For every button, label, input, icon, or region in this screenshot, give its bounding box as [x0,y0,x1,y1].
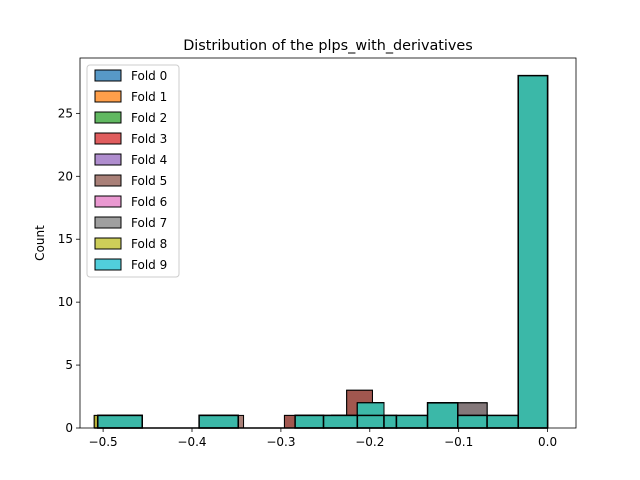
bar-overlay-4 [356,414,385,429]
legend-swatch [94,237,122,250]
legend-label: Fold 3 [131,132,167,146]
y-axis-label: Count [33,225,47,261]
bar-overlay-9 [486,414,519,429]
y-tick-label: 0 [65,421,73,435]
y-tick-label: 20 [58,169,73,183]
bar-overlay-8 [457,414,488,429]
y-tick-label: 5 [65,358,73,372]
legend: Fold 0 Fold 1 Fold 2 Fold 3 Fold 4 Fold 5 Fold… [86,64,180,278]
legend-swatch [94,111,122,124]
x-tick-label: −0.3 [266,435,295,449]
x-axis: −0.5 −0.4 −0.3 −0.2 −0.1 0.0 [89,428,557,449]
legend-swatch [94,153,122,166]
x-tick-label: −0.1 [444,435,473,449]
axes-frame [79,57,577,429]
bar-overlay-6 [395,414,429,429]
legend-swatch [94,90,122,103]
legend-swatch [94,258,122,271]
legend-swatch [94,195,122,208]
legend-label: Fold 6 [131,195,167,209]
x-tick-label: −0.2 [355,435,384,449]
bar-overlay-7 [426,402,459,429]
y-tick-label: 15 [58,232,73,246]
legend-label: Fold 1 [131,90,167,104]
bar-overlay-2 [294,414,325,429]
legend-swatch [94,132,122,145]
legend-label: Fold 5 [131,174,167,188]
bar-overlay-0 [97,414,143,429]
legend-swatch [94,216,122,229]
legend-label: Fold 8 [131,237,167,251]
legend-swatch [94,174,122,187]
legend-label: Fold 7 [131,216,167,230]
legend-label: Fold 2 [131,111,167,125]
legend-label: Fold 9 [131,258,167,272]
bar-overlay-3 [322,414,359,429]
x-tick-label: −0.5 [89,435,118,449]
chart-title: Distribution of the plps_with_derivative… [183,38,473,54]
bar-overlay-1 [198,414,239,429]
legend-swatch [94,69,122,82]
legend-label: Fold 4 [131,153,167,167]
legend-label: Fold 0 [131,69,167,83]
x-tick-label: 0.0 [538,435,557,449]
y-tick-label: 25 [58,106,73,120]
bar-overlay-5 [383,414,398,429]
bar-overlay-10 [517,74,549,429]
y-axis: 0 5 10 15 20 25 [58,106,80,435]
y-tick-label: 10 [58,295,73,309]
x-tick-label: −0.4 [177,435,206,449]
